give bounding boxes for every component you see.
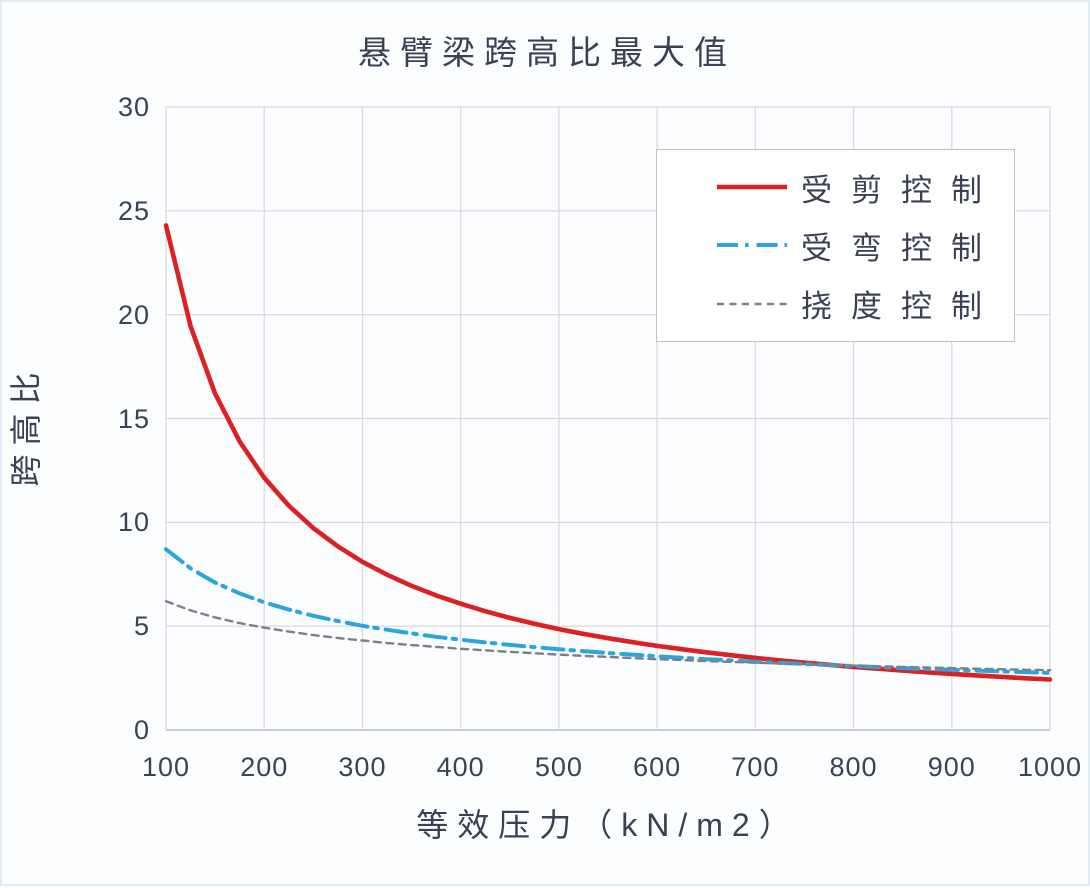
- legend-label-deflection-control: 挠度控制: [801, 289, 1001, 325]
- y-tick-15: 15: [117, 403, 150, 434]
- y-tick-25: 25: [117, 195, 150, 226]
- x-tick-600: 600: [633, 752, 682, 782]
- x-tick-200: 200: [240, 752, 289, 782]
- y-tick-20: 20: [117, 299, 150, 330]
- x-tick-400: 400: [436, 752, 485, 782]
- legend-label-shear-control: 受剪控制: [801, 172, 1001, 208]
- y-tick-0: 0: [133, 715, 150, 745]
- legend-item-shear-control[interactable]: 受剪控制: [657, 159, 1014, 215]
- series-line-挠度控制: [164, 600, 1052, 672]
- y-tick-5: 5: [133, 611, 150, 642]
- y-tick-10: 10: [117, 507, 150, 538]
- shear-control-line-swatch: [717, 184, 787, 190]
- series-line-受剪控制: [163, 223, 1053, 682]
- bending-control-line-swatch: [717, 243, 787, 248]
- x-tick-700: 700: [731, 752, 780, 782]
- legend[interactable]: 受剪控制 受弯控制 挠度控制: [656, 149, 1015, 342]
- chart-title: 悬臂梁跨高比最大值: [358, 34, 736, 71]
- legend-item-bending-control[interactable]: 受弯控制: [657, 217, 1014, 273]
- x-tick-1000: 1000: [1017, 752, 1083, 782]
- x-axis-title: 等效压力（kN/m2）: [416, 807, 800, 843]
- y-tick-30: 30: [117, 92, 150, 122]
- x-tick-900: 900: [927, 752, 976, 782]
- y-axis-title: 跨高比: [8, 363, 44, 487]
- data-series-lines: [163, 223, 1053, 682]
- deflection-control-line-swatch: [717, 302, 787, 306]
- x-tick-500: 500: [534, 752, 583, 782]
- x-tick-300: 300: [338, 752, 387, 782]
- gridlines: [165, 106, 1051, 731]
- series-line-受弯控制: [164, 547, 1052, 675]
- legend-item-deflection-control[interactable]: 挠度控制: [657, 276, 1014, 332]
- x-tick-800: 800: [829, 752, 878, 782]
- legend-label-bending-control: 受弯控制: [801, 230, 1001, 266]
- x-tick-100: 100: [141, 752, 191, 782]
